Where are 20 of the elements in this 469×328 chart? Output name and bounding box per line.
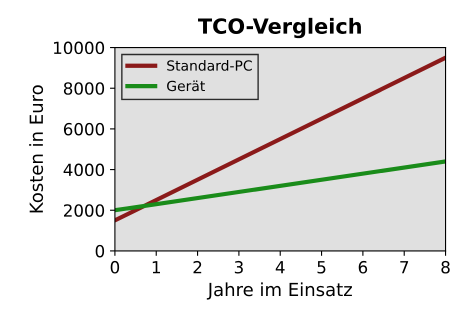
y-tick-label: 6000 [64, 122, 104, 136]
x-tick-label: 8 [441, 260, 450, 274]
x-tick-label: 4 [276, 261, 285, 274]
chart-title: TCO-Vergleich [198, 18, 361, 38]
y-tick-label: 10000 [54, 42, 104, 54]
y-tick-label: 0 [96, 244, 104, 258]
x-tick-label: 0 [110, 260, 120, 274]
y-tick-label: 4000 [64, 164, 104, 176]
x-tick-label: 1 [152, 261, 160, 274]
legend-label: Standard-PC [167, 60, 252, 71]
x-axis-title: Jahre im Einsatz [206, 282, 352, 300]
x-tick-label: 5 [318, 261, 326, 274]
x-tick-label: 7 [400, 261, 408, 274]
x-tick-label: 3 [234, 260, 243, 274]
y-tick-label: 8000 [64, 82, 104, 95]
y-tick-label: 2000 [64, 204, 104, 217]
y-axis-title: Kosten in Euro [29, 85, 44, 212]
x-tick-label: 2 [193, 260, 202, 274]
x-tick-label: 6 [358, 260, 368, 274]
legend-label: Gerät [167, 80, 205, 92]
